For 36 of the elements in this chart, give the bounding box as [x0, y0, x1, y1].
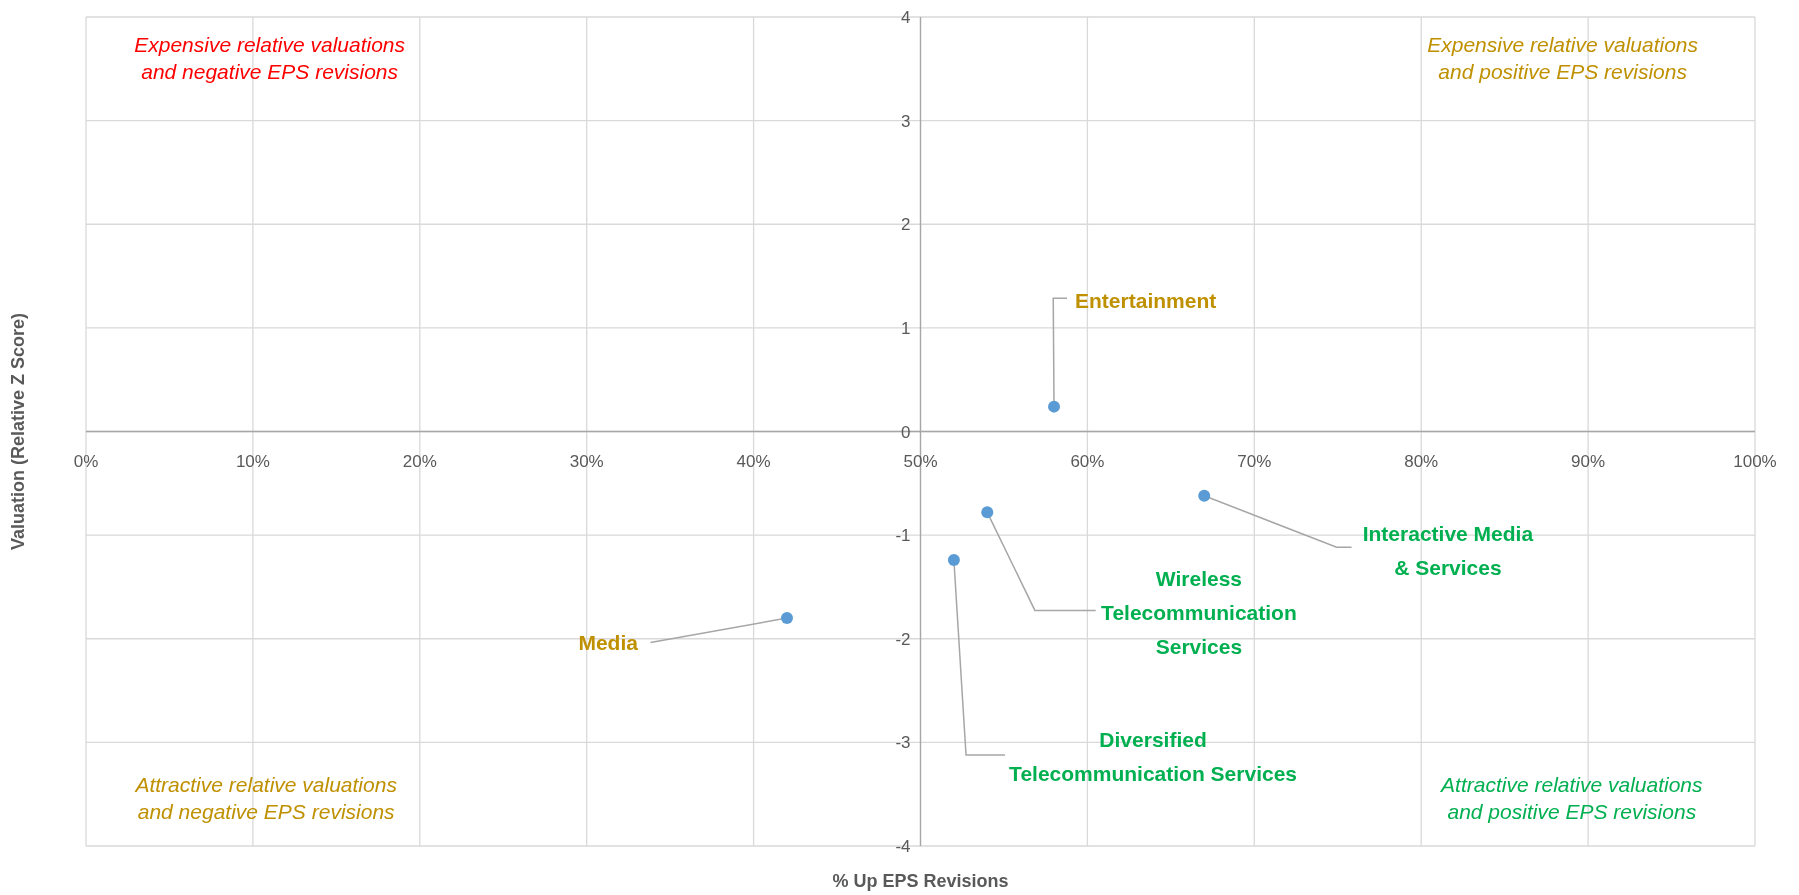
y-tick-label: 4: [901, 8, 911, 27]
y-tick-label: 3: [901, 111, 911, 131]
annotation: Expensive relative valuations and positive EPS revisions: [1427, 32, 1699, 83]
x-tick-label: 70%: [1237, 451, 1272, 471]
point: [981, 506, 994, 519]
y-tick-label: -4: [895, 837, 911, 856]
x-tick-label: 50%: [903, 451, 938, 471]
y-tick-label: -3: [895, 733, 911, 753]
y-tick-label: -2: [895, 629, 911, 649]
x-tick-label: 10%: [235, 451, 270, 471]
annotation: Attractive relative valuations and positive EPS revisions: [1439, 772, 1704, 823]
point: [1048, 400, 1061, 413]
x-tick-label: 30%: [569, 451, 604, 471]
x-tick-label: 40%: [736, 451, 771, 471]
x-tick-label: 90%: [1571, 451, 1606, 471]
annotation: Diversified Telecommunication Services: [1009, 728, 1297, 786]
x-tick-label: 100%: [1733, 451, 1777, 471]
x-tick-label: 80%: [1404, 451, 1439, 471]
annotation: Interactive Media & Services: [1362, 521, 1534, 579]
annotation: Media: [578, 630, 639, 654]
point: [780, 612, 793, 625]
x-tick-label: 0%: [73, 451, 99, 471]
y-axis-title: Valuation (Relative Z Score): [8, 312, 28, 551]
x-tick-label: 20%: [402, 451, 437, 471]
point: [947, 554, 960, 566]
y-tick-label: 0: [901, 422, 911, 442]
x-axis-title: % Up EPS Revisions: [832, 871, 1009, 891]
x-tick-label: 60%: [1070, 451, 1105, 471]
y-tick-label: -1: [895, 526, 911, 546]
annotation: Entertainment: [1075, 288, 1217, 312]
y-tick-label: 2: [901, 215, 911, 235]
annotation: Expensive relative valuations and negative EPS revisions: [134, 32, 406, 83]
y-tick-label: 1: [901, 318, 911, 338]
annotation: Attractive relative valuations and negative EPS revisions: [133, 772, 398, 823]
point: [1198, 489, 1211, 502]
annotation: Wireless Telecommunication Services: [1101, 567, 1297, 659]
